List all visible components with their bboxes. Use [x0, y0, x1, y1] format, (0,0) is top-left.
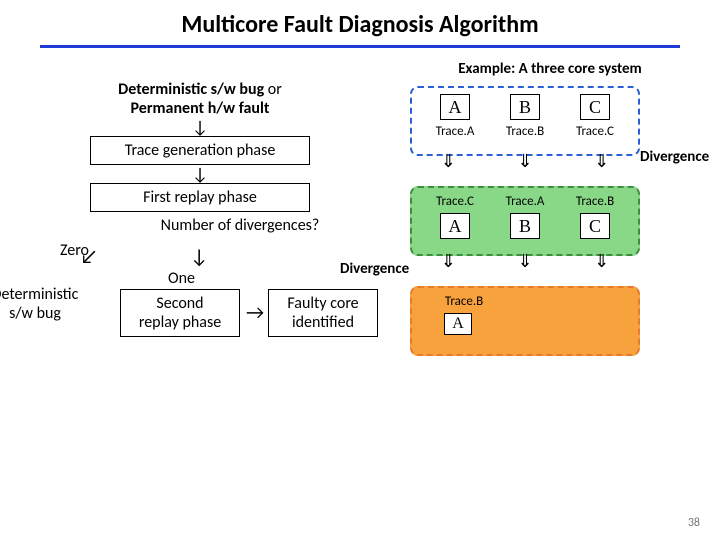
trace-gen-phase-box: Trace generation phase [90, 136, 310, 165]
core-a: A [440, 213, 470, 239]
shift2-trace-b: Trace.B [434, 294, 494, 309]
arrow-icon: ↓ [40, 118, 360, 136]
core-a: A [440, 94, 470, 120]
branch-one-label: One [168, 269, 195, 288]
first-replay-phase-box: First replay phase [90, 183, 310, 212]
arrow-icon: ↓ [190, 245, 208, 269]
divergence-label: Divergence [340, 260, 409, 278]
divergence-question: Number of divergences? [120, 216, 360, 235]
faulty-core-result-box: Faulty core identified [268, 289, 378, 337]
example-right: Example: A three core system A B C Trace… [400, 60, 700, 356]
trace-a-label: Trace.A [425, 124, 485, 139]
flowchart-left: Deterministic s/w bug or Permanent h/w f… [40, 80, 360, 375]
shift-trace-a: Trace.A [495, 194, 555, 209]
core-b: B [510, 213, 540, 239]
example-heading: Example: A three core system [400, 60, 700, 78]
shift-trace-c: Trace.C [425, 194, 485, 209]
page-number: 38 [688, 516, 700, 530]
trace-c-label: Trace.C [565, 124, 625, 139]
divergence-label: Divergence [640, 148, 709, 166]
arrow-icon: ↓ [40, 165, 360, 183]
slide-title: Multicore Fault Diagnosis Algorithm [0, 0, 720, 39]
core-c: C [580, 94, 610, 120]
deterministic-bug-result: Deterministic s/w bug [0, 285, 90, 323]
core-c: C [580, 213, 610, 239]
second-replay-stage: Trace.B A [410, 286, 640, 356]
trace-gen-stage: A B C Trace.A Trace.B Trace.C [410, 86, 640, 156]
arrow-icon: → [246, 301, 264, 325]
shift-trace-b: Trace.B [565, 194, 625, 209]
first-replay-stage: Trace.C Trace.A Trace.B A B C [410, 186, 640, 256]
title-underline [40, 45, 680, 48]
branch-zero-label: Zero [60, 241, 89, 260]
core-b: B [510, 94, 540, 120]
cause-text: Deterministic s/w bug or Permanent h/w f… [40, 80, 360, 118]
cause1: Deterministic s/w bug [118, 80, 264, 99]
core-a: A [444, 313, 472, 335]
trace-b-label: Trace.B [495, 124, 555, 139]
second-replay-phase-box: Second replay phase [120, 289, 240, 337]
